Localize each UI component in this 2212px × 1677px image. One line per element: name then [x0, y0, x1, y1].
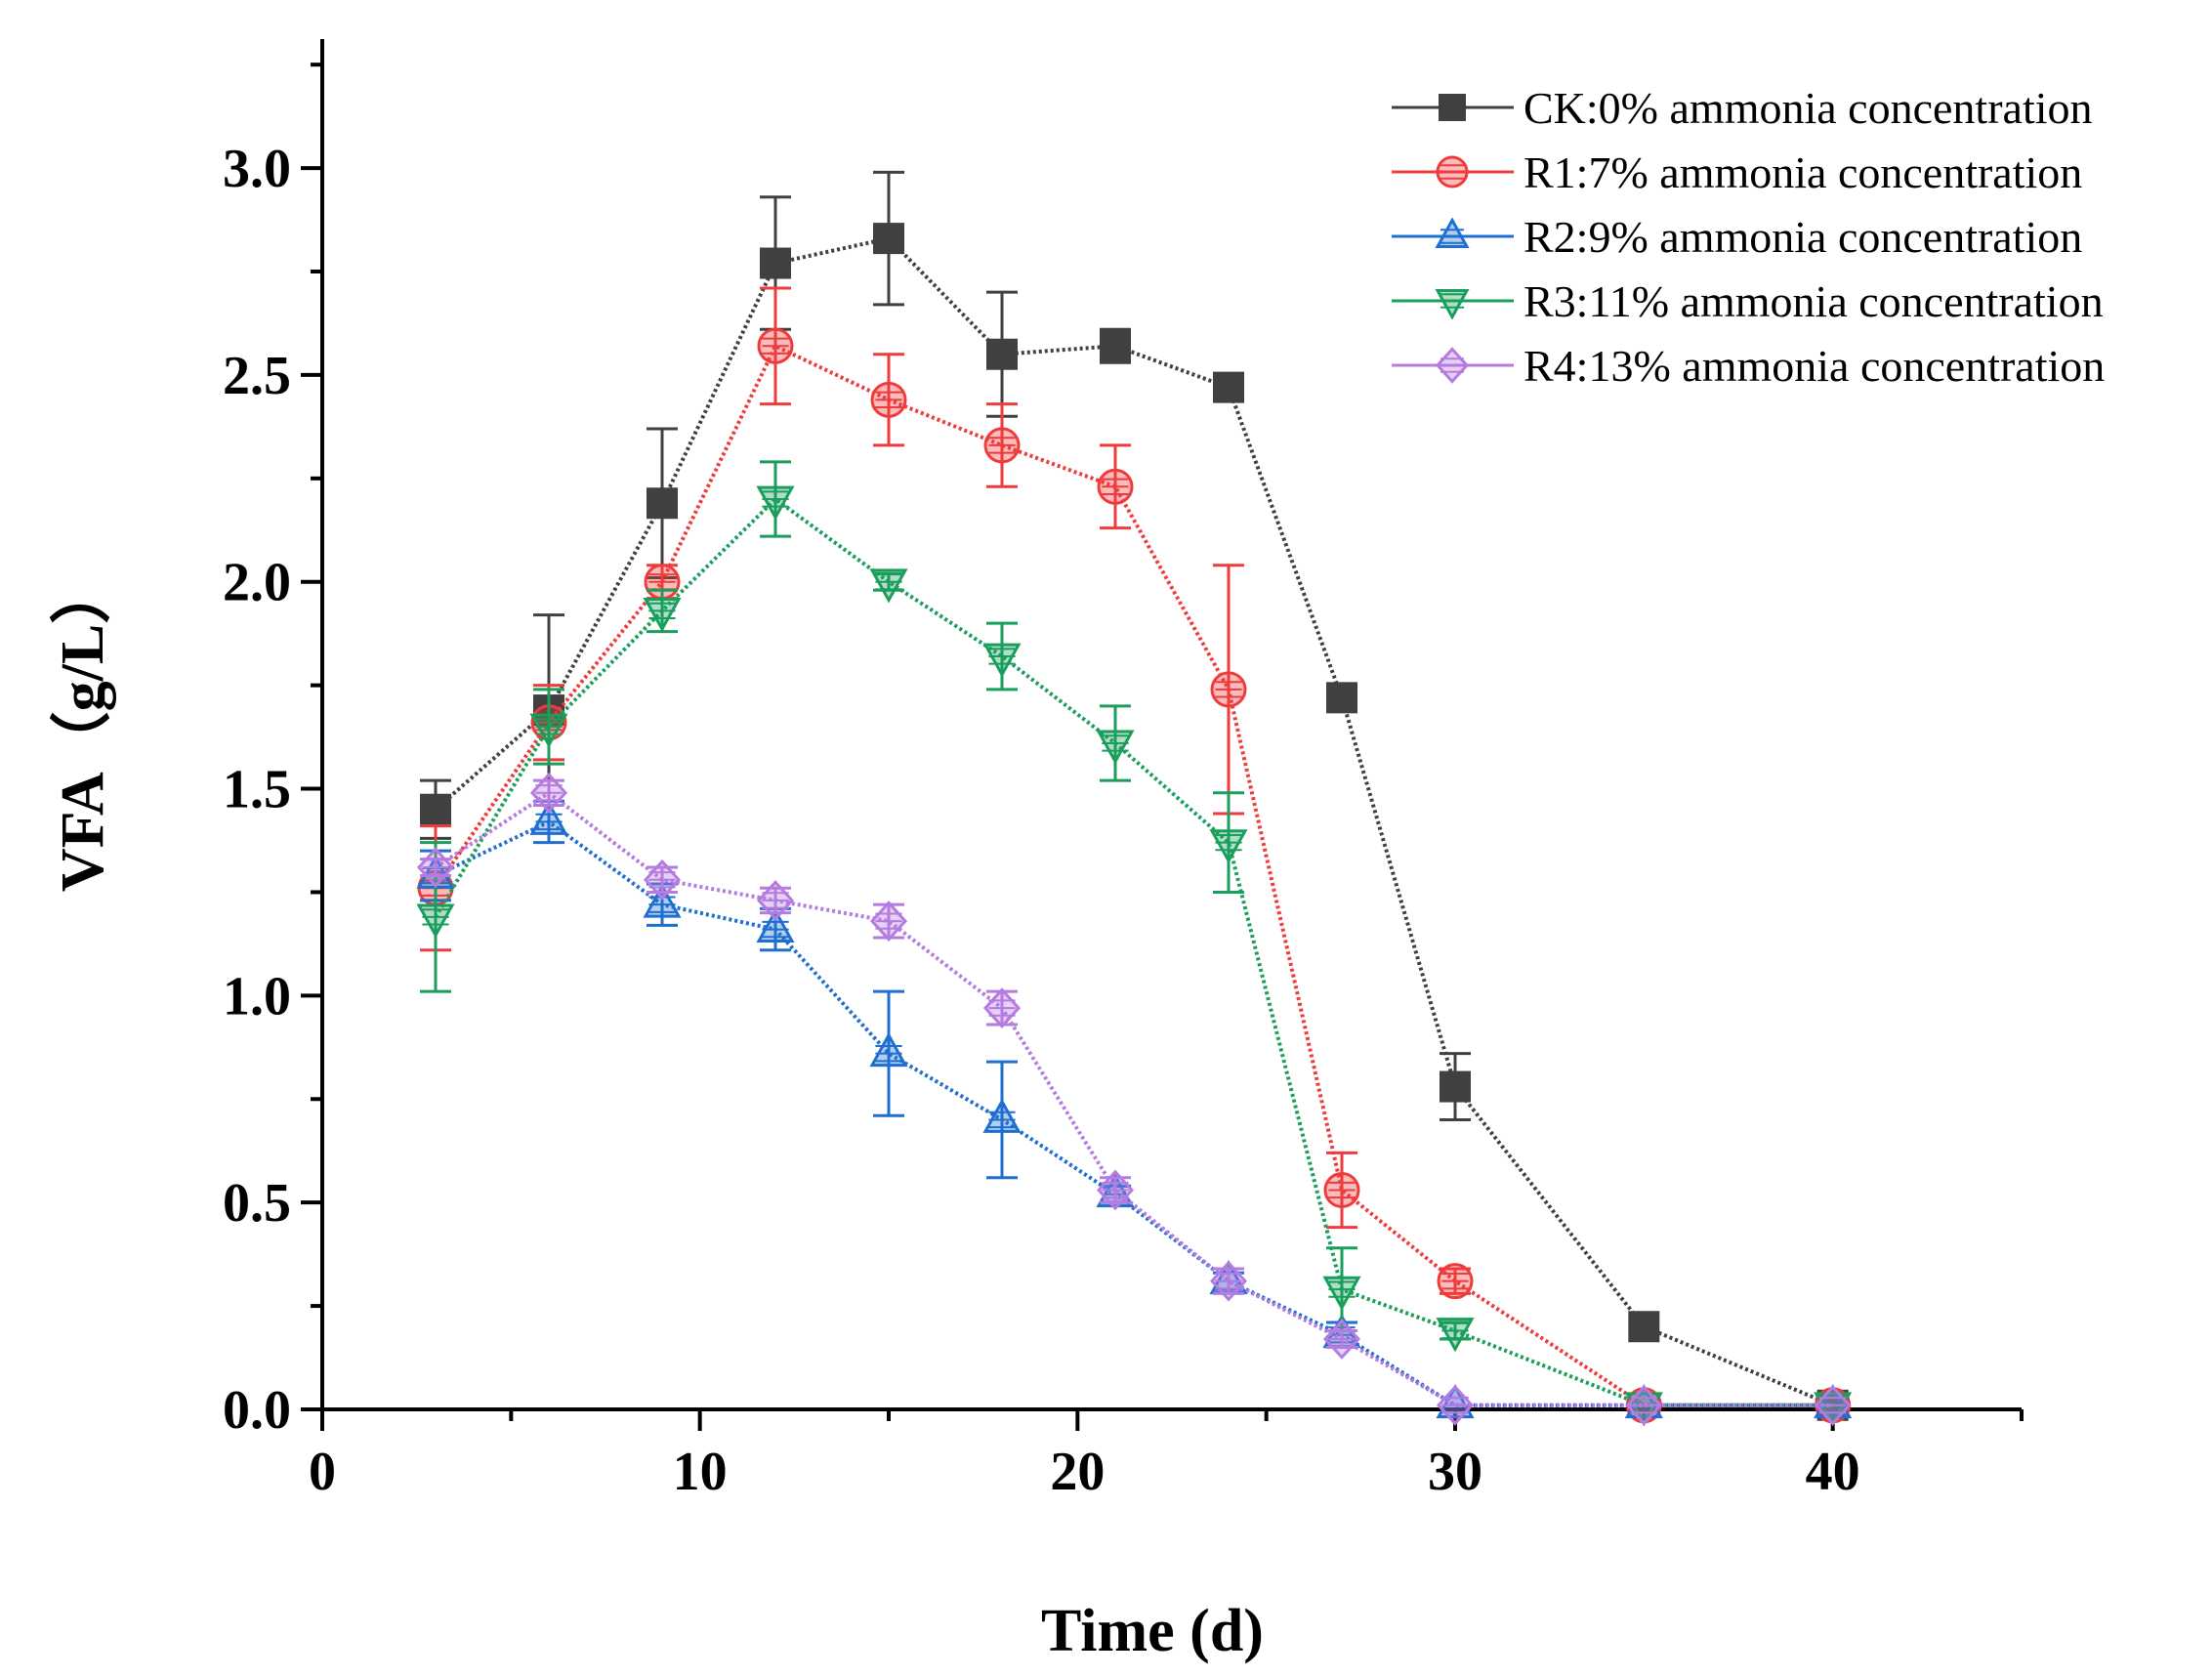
y-tick-label: 2.5 [223, 346, 291, 406]
data-point [982, 1098, 1022, 1133]
data-point [1213, 371, 1244, 403]
series-line [434, 496, 1833, 1407]
legend-label: R2:9% ammonia concentration [1523, 212, 2082, 262]
data-point [756, 485, 795, 521]
y-tick-label: 0.5 [223, 1173, 291, 1234]
y-axis-title: VFA（g/L） [48, 564, 116, 892]
axes: 0.0 0.5 1.0 1.5 2.0 2.5 3.0 0 10 20 30 40 [223, 39, 2024, 1502]
data-point [1435, 217, 1470, 248]
data-point [1436, 1318, 1475, 1353]
data-point [1100, 330, 1131, 362]
y-tick-label: 1.0 [223, 966, 291, 1027]
legend-item-1: R1:7% ammonia concentration [1392, 147, 2082, 197]
legend: CK:0% ammonia concentration R1:7% ammonia… [1392, 83, 2105, 391]
y-tick-label: 3.0 [223, 139, 291, 199]
data-point [869, 568, 908, 604]
x-tick-label: 30 [1428, 1442, 1482, 1502]
y-tick-label: 1.5 [223, 760, 291, 820]
data-point [1439, 94, 1466, 121]
legend-label: CK:0% ammonia concentration [1523, 83, 2093, 133]
data-point [643, 597, 682, 633]
data-point [1435, 289, 1470, 320]
x-tick-label: 40 [1806, 1442, 1860, 1502]
legend-item-0: CK:0% ammonia concentration [1392, 83, 2093, 133]
legend-item-4: R4:13% ammonia concentration [1392, 341, 2105, 391]
legend-label: R1:7% ammonia concentration [1523, 147, 2082, 197]
y-tick-label: 2.0 [223, 553, 291, 613]
series-1 [417, 286, 1852, 1424]
series-3 [416, 460, 1853, 1427]
data-point [1624, 1392, 1663, 1427]
y-tick-label: 0.0 [223, 1380, 291, 1441]
x-axis-title: Time (d) [1041, 1598, 1264, 1664]
data-point [1814, 1392, 1853, 1427]
series-4 [416, 772, 1852, 1426]
legend-label: R4:13% ammonia concentration [1523, 341, 2105, 391]
data-point [416, 903, 455, 939]
data-point [873, 223, 904, 255]
series-line [434, 235, 1834, 1407]
x-tick-label: 20 [1050, 1442, 1105, 1502]
data-point [1096, 730, 1135, 765]
x-tick-label: 10 [673, 1442, 728, 1502]
data-point [760, 247, 791, 279]
data-point [986, 338, 1018, 370]
data-point [420, 793, 451, 825]
x-tick-label: 0 [309, 1442, 336, 1502]
series-line [435, 819, 1833, 1407]
data-point [1322, 1276, 1361, 1311]
legend-item-3: R3:11% ammonia concentration [1392, 276, 2104, 326]
data-point [1209, 829, 1248, 864]
data-point [1628, 1311, 1660, 1343]
data-point [756, 907, 795, 943]
data-point [869, 1031, 908, 1068]
legend-label: R3:11% ammonia concentration [1523, 276, 2104, 326]
legend-item-2: R2:9% ammonia concentration [1392, 212, 2082, 262]
data-point [1440, 1070, 1471, 1103]
data-point [1326, 682, 1357, 714]
data-point [647, 487, 678, 520]
series-line [434, 343, 1833, 1407]
data-point [529, 713, 568, 748]
data-point [529, 800, 568, 835]
series-line [434, 790, 1833, 1407]
data-point [643, 883, 682, 918]
data-point [982, 643, 1022, 678]
series-layer [416, 170, 1853, 1427]
